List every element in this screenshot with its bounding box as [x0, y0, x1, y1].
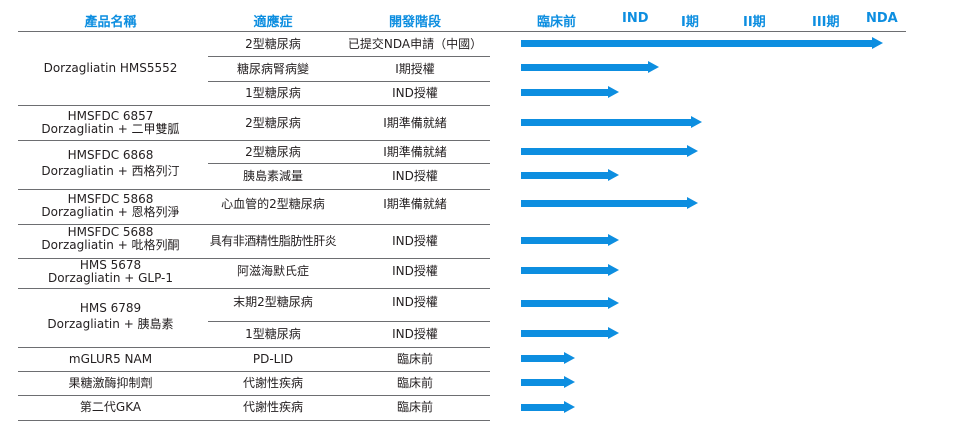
group-divider	[18, 105, 490, 106]
indication-cell: 2型糖尿病	[245, 116, 301, 130]
row-divider	[208, 321, 490, 322]
group-divider	[18, 140, 490, 141]
product-combination: Dorzagliatin + 胰島素	[47, 317, 174, 331]
product-code: HMSFDC 5688	[67, 225, 154, 239]
progress-arrow	[521, 264, 619, 276]
progress-arrow	[521, 145, 698, 157]
row-divider	[208, 81, 490, 82]
progress-arrow	[521, 86, 619, 98]
progress-arrow	[521, 61, 659, 73]
stage-cell: IND授權	[392, 86, 438, 100]
stage-label-phase1: I期	[681, 15, 699, 30]
group-divider	[18, 395, 490, 396]
product-name: 第二代GKA	[79, 400, 142, 414]
group-divider	[18, 224, 490, 225]
row-divider	[208, 163, 490, 164]
product-code: HMSFDC 6857	[67, 109, 154, 123]
indication-cell: 1型糖尿病	[245, 327, 301, 341]
row-divider	[208, 56, 490, 57]
product-name: Dorzagliatin HMS5552	[43, 61, 178, 75]
progress-arrow	[521, 37, 883, 49]
stage-cell: IND授權	[392, 327, 438, 341]
progress-arrow	[521, 376, 575, 388]
stage-cell: IND授權	[392, 169, 438, 183]
progress-arrow	[521, 327, 619, 339]
product-code: HMS 5678	[79, 258, 142, 272]
product-code: HMSFDC 5868	[67, 192, 154, 206]
stage-cell: I期準備就緒	[383, 145, 447, 159]
stage-cell: IND授權	[392, 295, 438, 309]
table-bottom-border	[18, 420, 490, 421]
group-divider	[18, 258, 490, 259]
stage-label-preclinical: 臨床前	[537, 15, 577, 30]
product-combination: Dorzagliatin + 西格列汀	[41, 164, 180, 178]
indication-cell: 胰島素減量	[242, 169, 303, 183]
indication-cell: 2型糖尿病	[245, 37, 301, 51]
stage-label-phase3: III期	[812, 15, 840, 30]
indication-cell: 代謝性疾病	[242, 400, 303, 414]
product-combination: Dorzagliatin + 吡格列酮	[41, 238, 180, 252]
product-name: HMSFDC 6857 Dorzagliatin + 二甲雙胍	[18, 110, 203, 136]
product-combination: Dorzagliatin + GLP-1	[47, 271, 174, 285]
stage-cell: 臨床前	[396, 376, 433, 390]
group-divider	[18, 189, 490, 190]
progress-arrow	[521, 116, 702, 128]
product-name: HMSFDC 5688 Dorzagliatin + 吡格列酮	[18, 226, 203, 252]
indication-cell: 1型糖尿病	[245, 86, 301, 100]
indication-cell: PD-LID	[252, 352, 294, 366]
stage-label-phase2: II期	[743, 15, 766, 30]
product-name: HMSFDC 6868 Dorzagliatin + 西格列汀	[18, 149, 203, 178]
header-indication: 適應症	[253, 15, 293, 30]
stage-cell: 臨床前	[396, 400, 433, 414]
product-name: mGLUR5 NAM	[68, 352, 153, 366]
progress-arrow	[521, 297, 619, 309]
indication-cell: 2型糖尿病	[245, 145, 301, 159]
header-stage: 開發階段	[388, 15, 441, 30]
progress-arrow	[521, 401, 575, 413]
header-product: 產品名稱	[84, 15, 137, 30]
indication-cell: 阿滋海默氏症	[236, 264, 309, 278]
stage-cell: IND授權	[392, 234, 438, 248]
product-name: HMS 6789 Dorzagliatin + 胰島素	[18, 302, 203, 331]
group-divider	[18, 347, 490, 348]
stage-label-ind: IND	[622, 11, 649, 26]
product-name: HMS 5678 Dorzagliatin + GLP-1	[18, 259, 203, 285]
product-code: HMS 6789	[79, 301, 142, 315]
product-combination: Dorzagliatin + 恩格列淨	[41, 205, 180, 219]
stage-cell: 臨床前	[396, 352, 433, 366]
product-name: HMSFDC 5868 Dorzagliatin + 恩格列淨	[18, 193, 203, 219]
stage-cell: 已提交NDA申請（中國）	[347, 37, 483, 51]
product-name: 果糖激酶抑制劑	[68, 376, 153, 390]
progress-arrow	[521, 197, 698, 209]
stage-cell: I期準備就緒	[383, 197, 447, 211]
indication-cell: 末期2型糖尿病	[233, 295, 313, 309]
header-divider	[18, 31, 906, 32]
product-combination: Dorzagliatin + 二甲雙胍	[41, 122, 180, 136]
stage-cell: I期授權	[395, 62, 435, 76]
indication-cell: 具有非酒精性脂肪性肝炎	[209, 234, 337, 248]
group-divider	[18, 288, 490, 289]
progress-arrow	[521, 352, 575, 364]
indication-cell: 心血管的2型糖尿病	[221, 197, 325, 211]
product-code: HMSFDC 6868	[67, 148, 154, 162]
stage-cell: I期準備就緒	[383, 116, 447, 130]
stage-label-nda: NDA	[866, 11, 898, 26]
group-divider	[18, 371, 490, 372]
indication-cell: 代謝性疾病	[242, 376, 303, 390]
indication-cell: 糖尿病腎病變	[236, 62, 309, 76]
progress-arrow	[521, 169, 619, 181]
stage-cell: IND授權	[392, 264, 438, 278]
progress-arrow	[521, 234, 619, 246]
